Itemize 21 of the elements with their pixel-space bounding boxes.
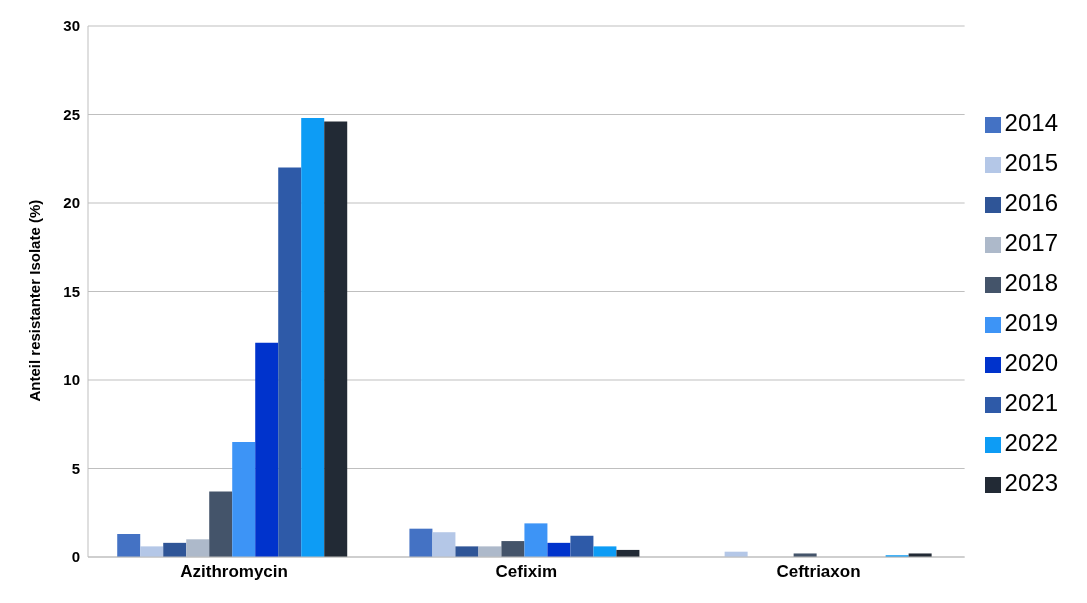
legend-label: 2020 <box>1004 349 1058 376</box>
x-tick-label: Azithromycin <box>180 562 288 582</box>
y-tick-label: 10 <box>63 371 80 389</box>
y-tick-label: 0 <box>71 548 80 566</box>
legend-label: 2018 <box>1004 269 1058 296</box>
y-tick-label: 20 <box>63 194 80 212</box>
legend-label: 2023 <box>1004 469 1058 496</box>
legend-label: 2019 <box>1004 309 1058 336</box>
legend-label: 2015 <box>1004 149 1058 176</box>
y-tick-label: 5 <box>71 459 80 477</box>
legend-label: 2022 <box>1004 429 1058 456</box>
x-tick-label: Ceftriaxon <box>776 562 861 582</box>
x-tick-label: Cefixim <box>495 562 558 582</box>
legend-label: 2014 <box>1004 109 1058 136</box>
y-tick-label: 30 <box>63 17 80 35</box>
legend-label: 2017 <box>1004 229 1058 256</box>
legend-label: 2016 <box>1004 189 1058 216</box>
y-tick-label: 25 <box>63 105 80 123</box>
legend-label: 2021 <box>1004 389 1058 416</box>
y-tick-label: 15 <box>63 282 80 300</box>
y-axis-title: Anteil resistanter Isolate (%) <box>26 199 44 402</box>
